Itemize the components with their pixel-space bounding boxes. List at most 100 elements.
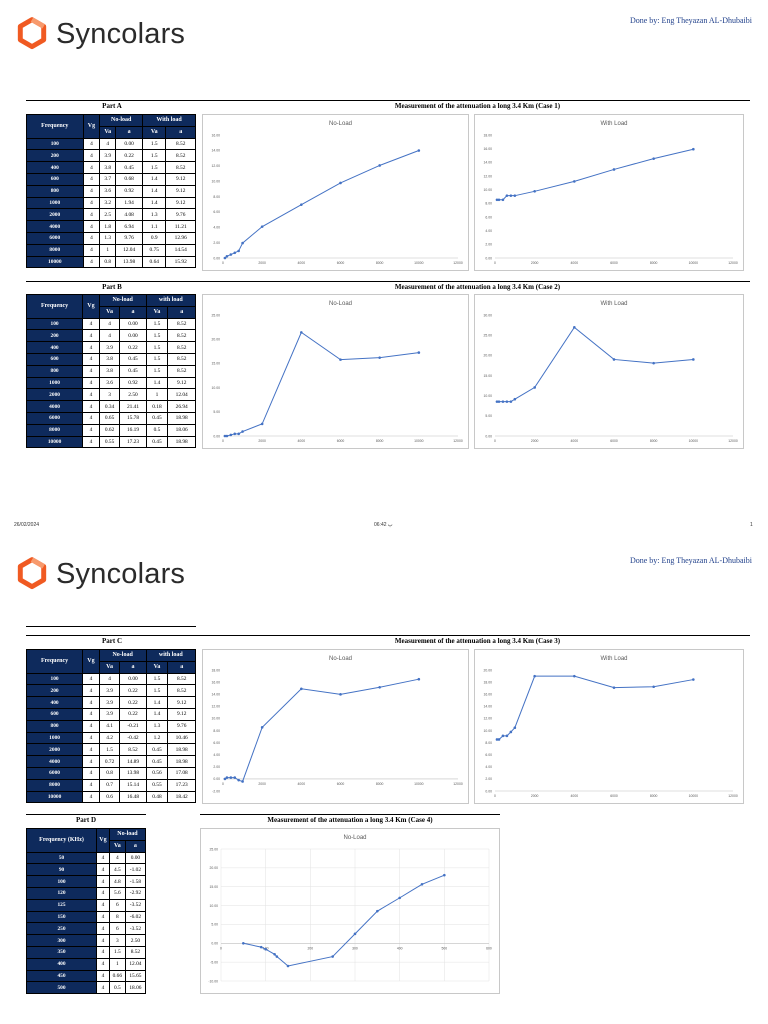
data-point [533,386,536,389]
table-cell: -1.02 [124,863,147,877]
table-cell: 0.72 [98,755,121,768]
x-tick-label: 6000 [610,439,618,443]
y-tick-label: 2.00 [485,243,492,247]
table-cell: 6 [108,922,126,936]
data-point [225,434,229,438]
table-cell: 4 [82,719,100,733]
header-frequency: Frequency (KHz) [25,828,98,853]
cell-frequency: 200 [25,684,84,698]
data-point [237,249,240,253]
header-vg: Vg [82,114,101,139]
y-tick-label: 0.00 [211,942,218,946]
data-point [501,400,505,403]
table-cell: 0.64 [142,255,167,269]
table-cell: 1.5 [98,743,121,757]
cell-frequency: 100 [25,672,84,686]
table-cell: 1.3 [142,208,167,222]
table-cell: 3.9 [98,341,121,354]
table-cell: 0.9 [142,231,167,245]
x-tick-label: 4000 [571,261,579,265]
cell-frequency: 8000 [25,778,84,792]
table-row: 100 4 4 0.00 1.5 8.52 [25,317,196,331]
table-cell: 8 [108,910,126,924]
table-cell: 6.94 [115,220,144,233]
table-cell: 15.92 [165,255,196,269]
series-line [496,326,694,403]
part-a-label: Part A [102,102,122,110]
table-cell: 4 [96,875,110,888]
data-point [513,397,517,401]
x-tick-label: 4000 [298,261,306,265]
table-row: 500 4 0.5 18.06 [25,981,147,995]
table-header-row: Frequency Vg No-load With load [26,114,196,139]
table-cell: 9.12 [165,196,196,210]
y-tick-label: 4.00 [213,226,220,230]
table-cell: 4 [96,981,110,995]
y-tick-label: 0.00 [485,789,492,793]
x-tick-label: 4000 [571,794,579,798]
y-tick-label: 2.00 [485,777,492,781]
table-row: 400 4 3.9 0.22 1.4 9.12 [25,696,196,709]
table-cell: 1.1 [142,220,167,233]
table-cell: 1.4 [142,196,167,210]
table-cell: 3.2 [99,196,117,210]
y-tick-label: 5.00 [213,410,220,414]
table-row: 6000 4 0.65 15.78 0.45 18.98 [25,411,196,425]
header-with-load: with load [145,649,197,662]
table-cell: 0.00 [119,317,147,331]
chart-title: With Load [600,656,627,662]
data-point [505,734,509,738]
y-tick-label: 15.00 [484,374,493,378]
table-cell: 4 [96,863,110,877]
cell-frequency: 100 [25,875,98,888]
y-tick-label: 5.00 [211,923,218,927]
header-a: a [167,305,196,319]
data-point [233,776,237,779]
header-no-load: No-load [98,294,147,307]
table-cell: 4 [96,934,110,947]
table-cell: 0.45 [145,755,169,768]
x-tick-label: 2000 [531,794,539,798]
data-point [223,256,227,260]
table-cell: 3.9 [98,696,121,709]
header-with-load: with load [145,294,197,307]
part-a-table: Frequency Vg No-load With load Va a Va a 100 4 4 0.… [26,114,196,269]
header-a: a [124,839,147,853]
x-tick-label: 0 [222,782,224,786]
table-cell: 0.55 [98,435,121,449]
cell-frequency: 200 [26,149,84,163]
header-frequency: Frequency [26,114,84,139]
data-point [692,147,695,151]
series-line [224,331,419,437]
header-frequency: Frequency [25,294,84,319]
series-line [243,874,445,967]
cell-frequency: 50 [25,851,98,865]
table-row: 800 4 3.6 0.92 1.4 9.12 [26,184,196,198]
table-cell: 11.21 [165,220,196,233]
table-cell: 9.12 [165,172,196,186]
x-tick-label: 0 [494,439,496,443]
data-point [573,326,576,329]
table-cell: 4 [82,778,100,792]
table-cell: 4 [96,957,110,971]
table-row: 8000 4 0.62 16.19 0.5 18.06 [25,423,196,437]
x-tick-label: 6000 [610,261,618,265]
x-tick-label: 2000 [531,261,539,265]
table-subheader-row: Va a Va a [27,125,196,139]
table-cell: 0.5 [108,981,126,995]
y-tick-label: 0.00 [213,256,220,260]
y-tick-label: 18.00 [212,668,221,672]
table-row: 150 4 8 -6.02 [25,910,147,924]
data-point [225,776,229,779]
cell-frequency: 400 [25,696,84,709]
table-cell: 4 [96,898,110,912]
table-cell: 4 [98,317,121,331]
table-cell: 1.5 [108,945,126,959]
cell-frequency: 100 [25,317,84,331]
table-cell: 4 [99,137,117,151]
table-cell: 1.4 [142,172,167,186]
table-cell: 0.92 [115,184,144,198]
chart-title: No-Load [329,121,352,127]
data-point [223,434,227,438]
y-tick-label: 0.00 [213,434,220,438]
